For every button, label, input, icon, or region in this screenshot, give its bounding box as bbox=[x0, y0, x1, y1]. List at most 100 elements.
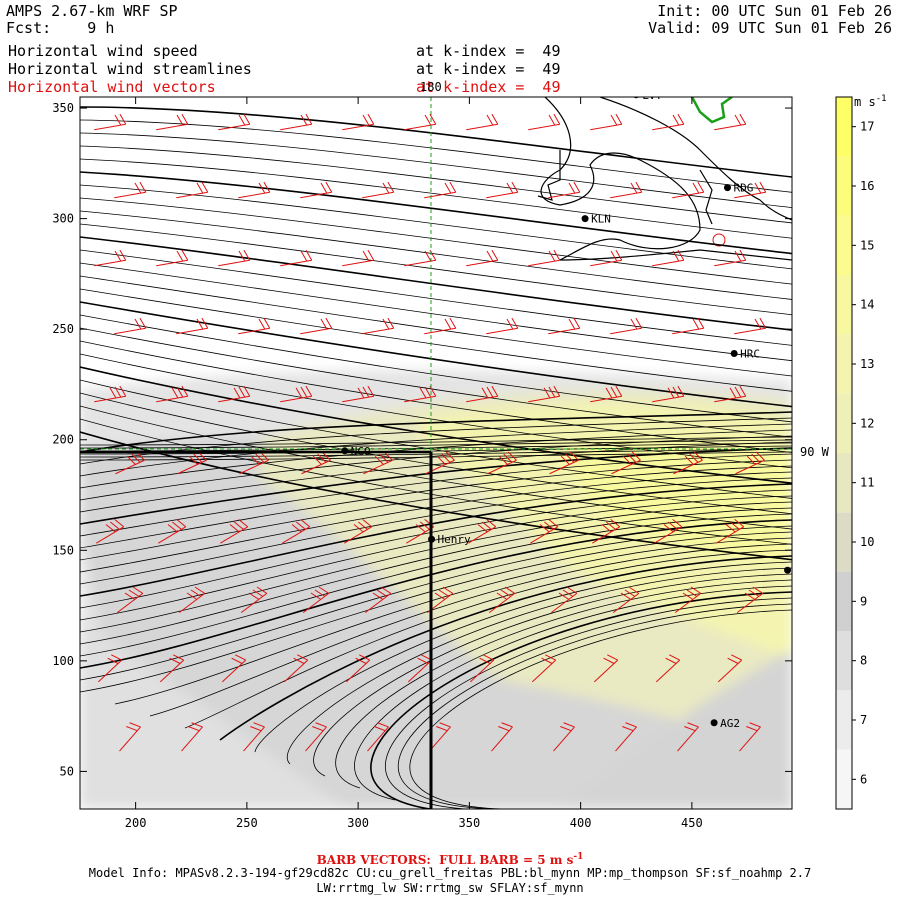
streamline bbox=[80, 327, 792, 438]
wind-barb bbox=[528, 385, 561, 403]
barb-legend: BARB VECTORS: FULL BARB = 5 m s-1 bbox=[316, 852, 584, 867]
station-label: LVT bbox=[642, 89, 662, 102]
colorbar-segment bbox=[836, 393, 852, 453]
wind-barb bbox=[176, 317, 209, 335]
forecast-hour: Fcst: 9 h bbox=[6, 19, 115, 37]
wind-barb bbox=[342, 249, 375, 267]
station-label: HRC bbox=[740, 347, 760, 360]
wind-barb bbox=[739, 722, 761, 752]
wind-barb bbox=[466, 385, 499, 403]
streamline bbox=[80, 106, 792, 178]
streamline bbox=[409, 609, 792, 809]
wind-barb bbox=[181, 722, 203, 752]
station-label: NCO bbox=[351, 445, 371, 458]
colorbar-segment bbox=[836, 571, 852, 631]
wind-barb bbox=[156, 113, 189, 131]
wind-barb bbox=[280, 385, 313, 403]
wind-barb bbox=[531, 654, 557, 683]
wind-barb bbox=[218, 249, 251, 267]
wind-barb bbox=[220, 519, 249, 544]
streamline bbox=[184, 549, 792, 729]
x-axis-ticks: 200 250 300 350 400 450 bbox=[125, 97, 703, 830]
wind-barb bbox=[528, 113, 561, 131]
streamline bbox=[80, 288, 792, 392]
wind-barb bbox=[466, 249, 499, 267]
wind-barb bbox=[282, 519, 311, 544]
wind-barb bbox=[342, 113, 375, 131]
station-marker bbox=[581, 215, 589, 223]
field-level-vectors: at k-index = 49 bbox=[416, 78, 561, 96]
streamline bbox=[80, 471, 792, 573]
wind-barb bbox=[283, 654, 309, 683]
streamline bbox=[80, 525, 792, 681]
colorbar-label: 13 bbox=[860, 357, 874, 371]
wind-barb bbox=[116, 586, 144, 614]
colorbar-label: 9 bbox=[860, 594, 867, 608]
streamline bbox=[80, 436, 792, 446]
wind-barb bbox=[94, 249, 127, 267]
model-info: Model Info: MPASv8.2.3-194-gf29cd82c CU:… bbox=[88, 866, 812, 880]
station-marker bbox=[784, 566, 792, 574]
streamline bbox=[80, 236, 792, 331]
colorbar-frame bbox=[835, 96, 853, 810]
field-level-speed: at k-index = 49 bbox=[416, 42, 561, 60]
field-label-speed: Horizontal wind speed bbox=[8, 42, 198, 60]
wind-barb bbox=[239, 451, 269, 475]
colorbar-label: 15 bbox=[860, 238, 874, 252]
station-label: Henry bbox=[438, 533, 471, 546]
wind-barb bbox=[487, 451, 517, 475]
init-time: Init: 00 UTC Sun 01 Feb 26 bbox=[657, 2, 892, 20]
streamline bbox=[354, 585, 792, 801]
wind-barb bbox=[302, 586, 330, 614]
wind-barb bbox=[677, 722, 699, 752]
streamline bbox=[80, 171, 792, 255]
wind-barb bbox=[674, 586, 702, 614]
wind-barb bbox=[652, 113, 685, 131]
station-marker bbox=[428, 535, 436, 543]
wind-barb bbox=[553, 722, 575, 752]
wind-barb bbox=[615, 722, 637, 752]
streamline bbox=[80, 275, 792, 377]
streamline bbox=[80, 197, 792, 285]
y-tick-label: 150 bbox=[52, 543, 74, 557]
colorbar-segment bbox=[836, 453, 852, 513]
y-tick-label: 250 bbox=[52, 322, 74, 336]
wind-barb bbox=[177, 451, 207, 475]
wind-barb bbox=[466, 113, 499, 131]
wind-barb bbox=[652, 385, 685, 403]
wind-barb bbox=[593, 654, 619, 683]
streamline bbox=[80, 353, 792, 469]
wind-barb bbox=[469, 654, 495, 683]
wind-barb bbox=[238, 317, 271, 335]
y-tick-label: 50 bbox=[60, 764, 74, 778]
streamline bbox=[80, 453, 792, 537]
streamline bbox=[80, 314, 792, 423]
colorbar-segment bbox=[836, 631, 852, 691]
plot-area: LVT RDG KLN HRC NCO Henry AG2 bbox=[80, 89, 792, 809]
wind-barb bbox=[300, 317, 333, 335]
wind-barb bbox=[424, 181, 457, 199]
streamline bbox=[80, 442, 792, 452]
wind-barb bbox=[342, 385, 375, 403]
wind-barb bbox=[734, 317, 767, 335]
wind-barb bbox=[363, 451, 393, 475]
streamline bbox=[80, 507, 792, 645]
wind-barb bbox=[243, 722, 265, 752]
wind-barb bbox=[156, 249, 189, 267]
streamline bbox=[80, 411, 792, 453]
streamline bbox=[254, 561, 792, 753]
wind-barb bbox=[429, 722, 451, 752]
field-label-vectors: Horizontal wind vectors bbox=[8, 78, 216, 96]
streamline bbox=[80, 501, 792, 633]
streamline bbox=[80, 465, 792, 561]
x-tick-label: 400 bbox=[570, 816, 592, 830]
wind-barb bbox=[362, 181, 395, 199]
colorbar-label: 12 bbox=[860, 416, 874, 430]
model-title: AMPS 2.67-km WRF SP bbox=[6, 2, 178, 20]
station-marker bbox=[730, 349, 738, 357]
wind-barbs bbox=[94, 113, 767, 752]
y-tick-label: 300 bbox=[52, 212, 74, 226]
y-tick-label: 100 bbox=[52, 654, 74, 668]
green-contour bbox=[690, 97, 733, 124]
